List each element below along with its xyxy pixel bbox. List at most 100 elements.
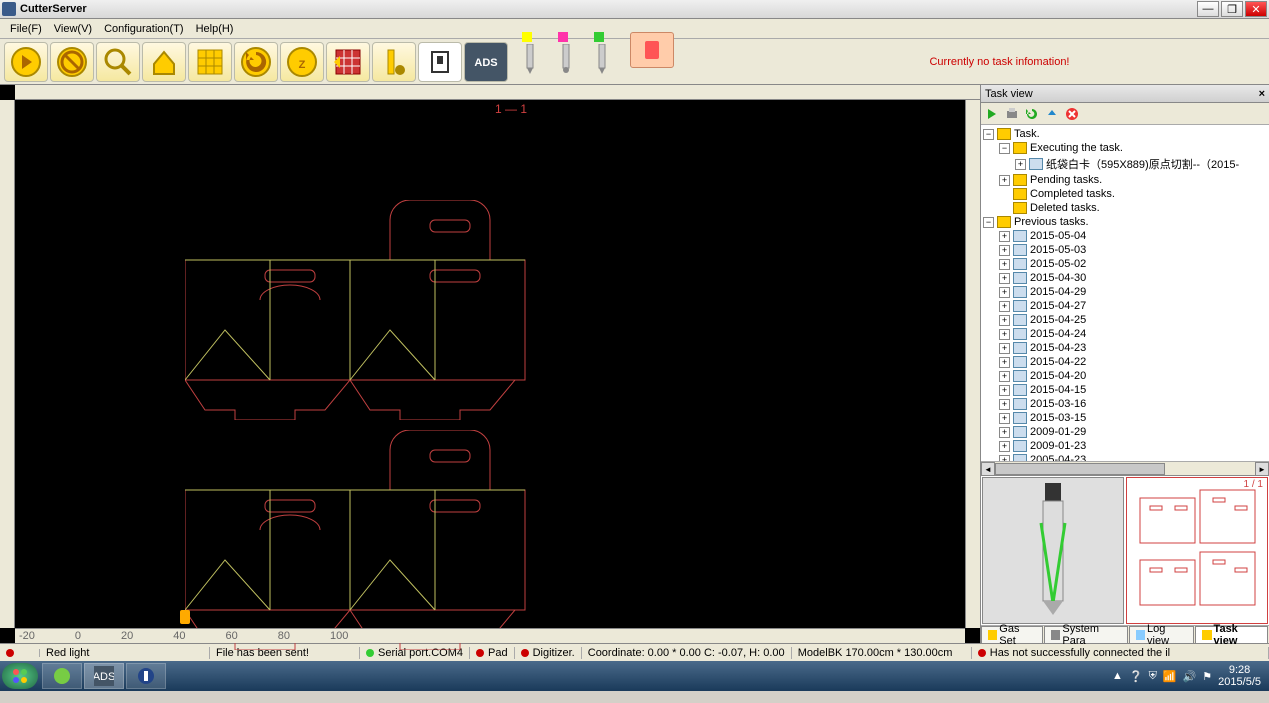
tree-date-8[interactable]: +2015-04-23 — [983, 341, 1267, 355]
tree-scroll-right[interactable]: ► — [1255, 462, 1269, 476]
preview-thumbnail[interactable]: 1 / 1 — [1126, 477, 1268, 624]
dieline-1 — [185, 200, 545, 420]
tree-date-3[interactable]: +2015-04-30 — [983, 271, 1267, 285]
tab-task-view[interactable]: Task view — [1195, 626, 1268, 643]
tray-flag-icon[interactable]: ⚑ — [1202, 670, 1212, 683]
ruler-tick: 20 — [121, 630, 133, 642]
hscrollbar[interactable]: -20 0 20 40 60 80 100 — [15, 628, 965, 643]
menu-view[interactable]: View(V) — [48, 21, 98, 37]
minimize-button[interactable]: — — [1197, 1, 1219, 17]
tree-date-12[interactable]: +2015-03-16 — [983, 397, 1267, 411]
tree-date-2[interactable]: +2015-05-02 — [983, 257, 1267, 271]
canvas-page-label: 1 — 1 — [495, 102, 527, 116]
tray-network-icon[interactable]: 📶 — [1163, 670, 1177, 683]
tree-scroll-left[interactable]: ◄ — [981, 462, 995, 476]
close-button[interactable]: ✕ — [1245, 1, 1267, 17]
grid-button[interactable] — [188, 42, 232, 82]
svg-text:ADS: ADS — [474, 57, 497, 69]
tab-log-view[interactable]: Log view — [1129, 626, 1195, 643]
taskview-title: Task view — [985, 88, 1259, 100]
task-print-button[interactable] — [1003, 105, 1021, 123]
origin-marker[interactable] — [180, 610, 190, 624]
tray-shield-icon[interactable]: ⛨ — [1149, 670, 1157, 683]
dieline-2 — [185, 430, 545, 650]
ruler-tick: 0 — [75, 630, 81, 642]
app-icon — [2, 2, 16, 16]
ruler-tick: 100 — [330, 630, 348, 642]
taskbar-app2[interactable]: ADS — [84, 663, 124, 689]
ruler-vertical — [0, 100, 15, 628]
tree-pending[interactable]: +Pending tasks. — [983, 173, 1267, 187]
status-coord: Coordinate: 0.00 * 0.00 C: -0.07, H: 0.0… — [588, 647, 785, 659]
stop-button[interactable] — [50, 42, 94, 82]
tool-button[interactable] — [372, 42, 416, 82]
tree-date-11[interactable]: +2015-04-15 — [983, 383, 1267, 397]
window-title: CutterServer — [20, 3, 1195, 15]
tree-completed[interactable]: Completed tasks. — [983, 187, 1267, 201]
taskview-close-icon[interactable]: × — [1259, 88, 1265, 100]
start-button[interactable] — [2, 663, 38, 689]
tree-date-13[interactable]: +2015-03-15 — [983, 411, 1267, 425]
tree-scroll-thumb[interactable] — [995, 463, 1165, 475]
tree-date-10[interactable]: +2015-04-20 — [983, 369, 1267, 383]
ruler-tick: 60 — [226, 630, 238, 642]
eraser-button[interactable] — [630, 32, 674, 68]
status-red-dot — [6, 649, 14, 657]
tree-previous[interactable]: −Previous tasks. — [983, 215, 1267, 229]
tree-date-16[interactable]: +2005-04-23 — [983, 453, 1267, 461]
tray-sound-icon[interactable]: 🔊 — [1183, 670, 1197, 683]
tree-date-14[interactable]: +2009-01-29 — [983, 425, 1267, 439]
tray-help-icon[interactable]: ❔ — [1129, 670, 1143, 683]
tree-date-15[interactable]: +2009-01-23 — [983, 439, 1267, 453]
taskbar-app1[interactable] — [42, 663, 82, 689]
status-red-light: Red light — [46, 647, 89, 659]
preview-tool[interactable] — [982, 477, 1124, 624]
svg-text:Z: Z — [299, 59, 306, 71]
tree-date-0[interactable]: +2015-05-04 — [983, 229, 1267, 243]
status-conn: Has not successfully connected the il — [990, 647, 1170, 659]
ruler-tick: 80 — [278, 630, 290, 642]
tree-date-9[interactable]: +2015-04-22 — [983, 355, 1267, 369]
menu-file[interactable]: File(F) — [4, 21, 48, 37]
task-up-button[interactable] — [1043, 105, 1061, 123]
menu-help[interactable]: Help(H) — [190, 21, 240, 37]
canvas[interactable]: 1 — 1 — [15, 100, 965, 628]
home-button[interactable] — [142, 42, 186, 82]
zoom-button[interactable] — [96, 42, 140, 82]
tool3-icon — [594, 44, 610, 74]
tree-executing-item[interactable]: +纸袋白卡（595X889)原点切割--（2015- — [983, 155, 1267, 173]
status-conn-dot — [978, 649, 986, 657]
task-refresh-button[interactable] — [1023, 105, 1041, 123]
taskbar-app3[interactable] — [126, 663, 166, 689]
rotate-button[interactable] — [234, 42, 278, 82]
vscrollbar[interactable] — [965, 100, 980, 628]
tree-date-6[interactable]: +2015-04-25 — [983, 313, 1267, 327]
ads-button[interactable]: ADS — [464, 42, 508, 82]
tree-date-4[interactable]: +2015-04-29 — [983, 285, 1267, 299]
ruler-tick: 40 — [173, 630, 185, 642]
svg-text:ADS: ADS — [94, 671, 114, 683]
tree-date-5[interactable]: +2015-04-27 — [983, 299, 1267, 313]
tray-icon[interactable]: ▲ — [1112, 670, 1123, 682]
tab-gas-set[interactable]: Gas Set — [981, 626, 1043, 643]
switch-button[interactable] — [418, 42, 462, 82]
task-play-button[interactable] — [983, 105, 1001, 123]
ruler-tick: -20 — [19, 630, 35, 642]
status-model: ModelBK 170.00cm * 130.00cm — [798, 647, 953, 659]
tab-system-para[interactable]: System Para — [1044, 626, 1128, 643]
ruler-horizontal — [15, 85, 980, 100]
task-delete-button[interactable] — [1063, 105, 1081, 123]
menu-config[interactable]: Configuration(T) — [98, 21, 189, 37]
tree-executing[interactable]: −Executing the task. — [983, 141, 1267, 155]
grid2-button[interactable] — [326, 42, 370, 82]
tree-deleted[interactable]: Deleted tasks. — [983, 201, 1267, 215]
maximize-button[interactable]: ❐ — [1221, 1, 1243, 17]
tree-date-1[interactable]: +2015-05-03 — [983, 243, 1267, 257]
z-button[interactable]: Z — [280, 42, 324, 82]
tray-clock[interactable]: 9:28 2015/5/5 — [1218, 664, 1261, 688]
tool1-icon — [522, 44, 538, 74]
tree-task-root[interactable]: −Task. — [983, 127, 1267, 141]
tree-date-7[interactable]: +2015-04-24 — [983, 327, 1267, 341]
play-button[interactable] — [4, 42, 48, 82]
toolbar-status: Currently no task infomation! — [734, 56, 1265, 68]
